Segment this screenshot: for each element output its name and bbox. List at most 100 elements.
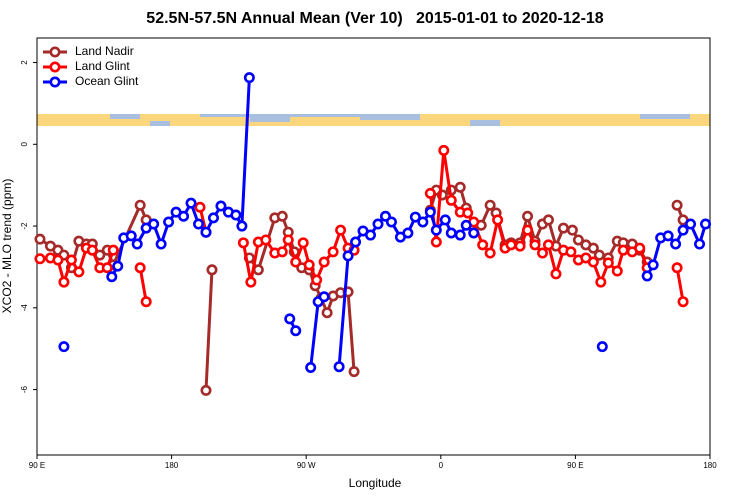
data-point	[542, 214, 554, 226]
data-point	[372, 218, 384, 230]
chart-title: 52.5N-57.5N Annual Mean (Ver 10) 2015-01…	[146, 10, 604, 27]
data-point	[155, 238, 167, 250]
plot-frame	[36, 37, 711, 456]
x-tick-label: 180	[703, 461, 717, 470]
data-point	[237, 237, 249, 249]
data-point	[700, 218, 712, 230]
y-axis-label: XCO2 - MLO trend (ppm)	[0, 179, 14, 314]
data-point	[134, 199, 146, 211]
data-point	[477, 239, 489, 251]
data-point	[417, 216, 429, 228]
data-point	[107, 244, 119, 256]
data-point	[243, 72, 255, 84]
data-point	[101, 262, 113, 274]
data-point	[58, 276, 70, 288]
data-point	[282, 234, 294, 246]
x-tick-label: 90 E	[29, 461, 45, 470]
data-point	[565, 246, 577, 258]
data-point	[52, 254, 64, 266]
data-point	[106, 271, 118, 283]
data-point	[430, 224, 442, 236]
legend-marker	[49, 46, 61, 58]
data-point	[178, 210, 190, 222]
data-point	[445, 194, 457, 206]
data-point	[327, 246, 339, 258]
data-point	[484, 199, 496, 211]
data-point	[557, 222, 569, 234]
data-point	[439, 214, 451, 226]
data-point	[505, 239, 517, 251]
data-point	[163, 216, 175, 228]
data-point	[647, 259, 659, 271]
data-point	[484, 247, 496, 259]
series-line	[39, 185, 685, 391]
data-point	[677, 296, 689, 308]
land-sea-strip	[37, 114, 710, 126]
data-point	[670, 238, 682, 250]
data-point	[566, 224, 578, 236]
legend-label: Land Nadir	[75, 44, 134, 58]
data-point	[194, 201, 206, 213]
data-point	[86, 244, 98, 256]
data-point	[550, 268, 562, 280]
data-point	[454, 181, 466, 193]
data-point	[207, 212, 219, 224]
data-point	[596, 341, 608, 353]
data-point	[662, 230, 674, 242]
data-point	[677, 224, 689, 236]
data-point	[602, 257, 614, 269]
data-point	[685, 218, 697, 230]
data-point	[200, 226, 212, 238]
data-point	[572, 234, 584, 246]
data-point	[342, 250, 354, 262]
data-point	[445, 227, 457, 239]
data-point	[641, 270, 653, 282]
data-point	[140, 296, 152, 308]
x-axis-label: Longitude	[349, 476, 402, 490]
data-point	[252, 264, 264, 276]
data-point	[215, 200, 227, 212]
data-point	[131, 238, 143, 250]
data-point	[529, 239, 541, 251]
legend-marker	[49, 76, 61, 88]
data-point	[185, 197, 197, 209]
data-point	[134, 262, 146, 274]
y-tick-label: 2	[20, 60, 29, 65]
data-point	[311, 274, 323, 286]
data-point	[424, 187, 436, 199]
data-point	[318, 256, 330, 268]
x-tick-label: 90 W	[297, 461, 316, 470]
data-point	[206, 264, 218, 276]
data-point	[611, 265, 623, 277]
data-point	[34, 233, 46, 245]
data-point	[34, 253, 46, 265]
data-point	[617, 244, 629, 256]
data-point	[348, 366, 360, 378]
data-point	[236, 220, 248, 232]
data-point	[321, 307, 333, 319]
data-point	[593, 249, 605, 261]
data-point	[58, 341, 70, 353]
data-point	[402, 227, 414, 239]
data-point	[303, 259, 315, 271]
legend-marker	[49, 61, 61, 73]
data-point	[200, 384, 212, 396]
y-tick-label: 0	[20, 142, 29, 147]
data-point	[454, 229, 466, 241]
data-point	[318, 291, 330, 303]
data-point	[634, 242, 646, 254]
data-point	[333, 361, 345, 373]
data-point	[148, 218, 160, 230]
data-point	[468, 227, 480, 239]
x-tick-label: 0	[439, 461, 444, 470]
data-point	[514, 240, 526, 252]
data-point	[438, 144, 450, 156]
data-point	[492, 214, 504, 226]
data-point	[671, 262, 683, 274]
y-tick-label: -2	[20, 222, 29, 230]
data-point	[385, 216, 397, 228]
data-point	[73, 266, 85, 278]
data-point	[260, 234, 272, 246]
